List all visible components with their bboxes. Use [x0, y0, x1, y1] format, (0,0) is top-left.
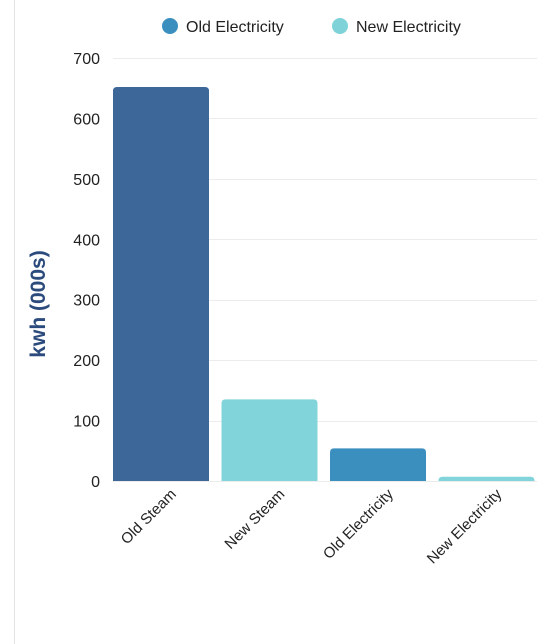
y-axis-label: kwh (000s): [27, 250, 50, 357]
bar-old-electricity: [330, 448, 426, 481]
y-tick-label-200: 200: [73, 353, 100, 370]
bar-old-steam: [113, 87, 209, 482]
legend[interactable]: Old Electricity New Electricity: [162, 18, 461, 36]
y-tick-label-400: 400: [73, 232, 100, 249]
bar-new-electricity: [438, 476, 535, 481]
y-axis-ticks: 0 100 200 300 400 500 600 700: [73, 51, 100, 491]
left-divider: [14, 0, 15, 644]
legend-label: Old Electricity: [186, 19, 284, 36]
legend-item-old-electricity[interactable]: Old Electricity: [162, 18, 284, 36]
x-axis-labels: Old Steam New Steam Old Electricity New Ele…: [118, 485, 506, 567]
y-tick-label-0: 0: [91, 474, 100, 491]
legend-swatch: [332, 18, 348, 34]
legend-label: New Electricity: [356, 19, 461, 36]
x-tick-label-new-steam: New Steam: [221, 486, 288, 553]
legend-swatch: [162, 18, 178, 34]
bar-new-steam: [221, 399, 318, 481]
y-tick-label-300: 300: [73, 293, 100, 310]
y-tick-label-100: 100: [73, 414, 100, 431]
x-tick-label-old-steam: Old Steam: [118, 486, 180, 548]
y-tick-label-500: 500: [73, 172, 100, 189]
x-tick-label-old-electricity: Old Electricity: [320, 485, 397, 562]
y-tick-label-700: 700: [73, 51, 100, 68]
legend-item-new-electricity[interactable]: New Electricity: [332, 18, 461, 36]
y-tick-label-600: 600: [73, 111, 100, 128]
x-tick-label-new-electricity: New Electricity: [424, 485, 506, 567]
bars: [113, 87, 535, 482]
